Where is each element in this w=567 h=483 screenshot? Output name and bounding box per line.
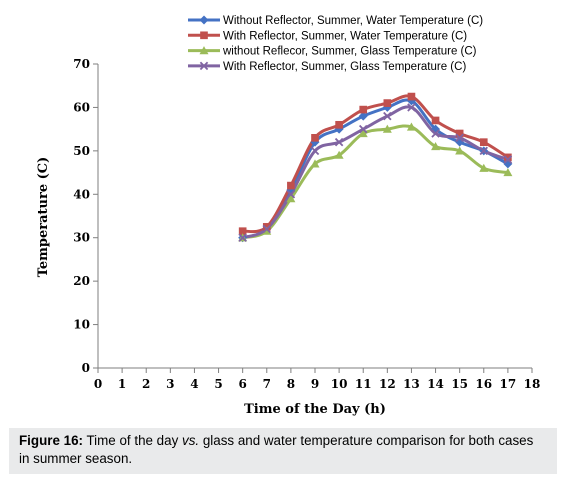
data-point-series-4 [262,224,272,234]
x-axis-title: Time of the Day (h) [244,402,386,417]
x-tick-label: 13 [403,377,420,391]
data-point-series-4 [334,137,344,147]
x-tick-label: 7 [263,377,271,391]
x-tick-label: 3 [166,377,174,391]
x-tick-label: 2 [142,377,150,391]
series-line-1 [242,98,509,240]
data-point-series-4 [479,146,489,156]
data-point-series-4 [286,190,296,199]
series-lines [242,94,509,240]
data-point-series-3 [310,159,320,168]
legend-label-4: With Reflector, Summer, Glass Temperatur… [223,61,466,73]
x-tick-label: 16 [475,377,492,391]
x-tick-label: 18 [524,377,541,391]
data-point-series-3 [382,124,392,133]
data-point-series-3 [406,122,416,131]
x-tick-label: 14 [427,377,444,391]
x-tick-label: 10 [331,377,348,391]
x-tick-label: 8 [287,377,295,391]
legend-label-2: With Reflector, Summer, Water Temperatur… [223,30,467,42]
data-point-series-2 [431,116,440,125]
x-tick-label: 12 [379,377,396,391]
x-tick-label: 4 [190,377,198,391]
x-tick-label: 9 [311,377,319,391]
data-point-series-4 [503,155,513,164]
data-point-series-2 [311,134,319,142]
x-tick-label: 0 [94,377,102,391]
x-tick-label: 17 [500,377,517,391]
data-point-series-2 [383,99,392,107]
data-point-series-3 [455,146,465,155]
figure-caption: Figure 16: Time of the day vs. glass and… [9,428,557,474]
data-point-series-2 [335,120,343,129]
data-point-series-4 [238,233,247,242]
y-tick-label: 70 [73,57,90,71]
data-point-series-3 [334,150,344,159]
x-tick-label: 5 [214,377,222,391]
legend-marker-4 [199,61,209,71]
data-point-series-3 [431,142,441,151]
data-point-series-2 [504,153,512,162]
x-tick-label: 11 [355,377,372,391]
data-point-series-2 [287,181,295,190]
y-tick-label: 60 [73,100,90,114]
caption-text-before: Time of the day [83,433,182,448]
y-tick-label: 20 [73,274,90,288]
data-point-series-2 [479,138,488,146]
legend-marker-3 [199,46,209,55]
caption-text-after: glass and water temperature comparison f… [19,433,534,466]
data-point-series-3 [479,163,489,172]
series-line-4 [242,105,509,240]
x-tick-label: 1 [118,377,126,391]
y-tick-label: 40 [73,187,90,201]
data-point-series-4 [431,129,440,138]
y-tick-label: 30 [73,231,90,245]
data-point-series-2 [407,92,416,101]
y-tick-label: 10 [73,318,90,332]
legend-marker-2 [200,31,208,40]
data-point-series-3 [286,194,296,203]
chart-legend: Without Reflector, Summer, Water Tempera… [188,15,483,73]
line-chart: Without Reflector, Summer, Water Tempera… [36,15,540,417]
data-point-series-1 [358,111,368,121]
data-point-series-3 [262,226,272,235]
data-point-series-4 [310,146,320,156]
data-point-series-2 [455,129,464,138]
data-point-series-4 [407,103,416,112]
x-tick-label: 6 [238,377,246,391]
y-tick-label: 50 [73,144,90,158]
y-tick-label: 0 [82,361,90,375]
caption-label: Figure 16: [19,433,83,448]
data-point-series-4 [383,111,392,121]
data-point-series-3 [503,168,513,177]
y-axis-title: Temperature (C) [36,157,51,278]
legend-label-1: Without Reflector, Summer, Water Tempera… [223,15,483,27]
data-point-series-4 [358,124,368,134]
caption-text-italic: vs. [182,433,200,448]
series-markers [238,92,513,243]
legend-label-3: without Reflecor, Summer, Glass Temperat… [222,46,477,58]
x-tick-label: 15 [451,377,468,391]
data-point-series-3 [358,128,368,138]
data-point-series-2 [359,105,368,114]
data-point-series-4 [455,133,464,143]
data-point-series-2 [238,227,247,236]
legend-marker-1 [199,15,209,25]
